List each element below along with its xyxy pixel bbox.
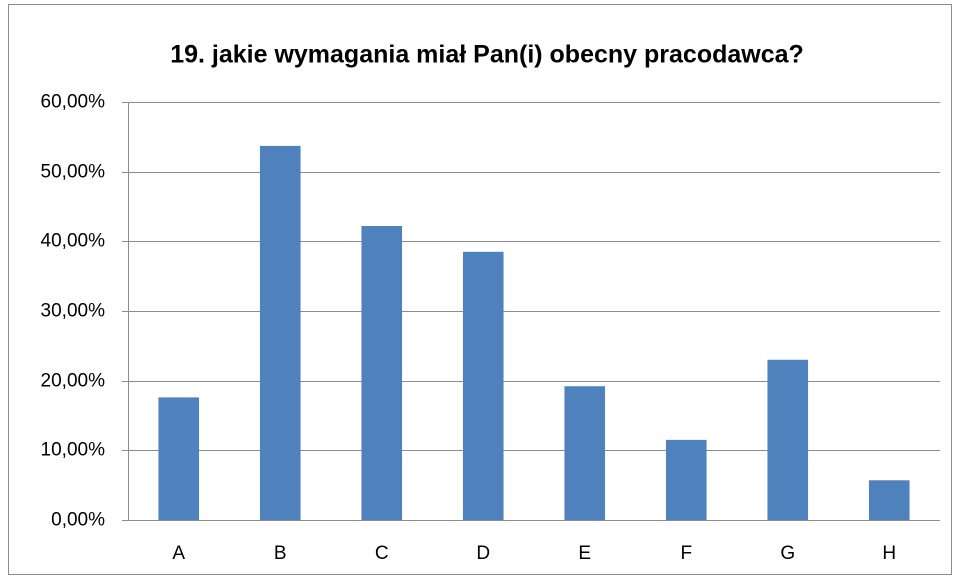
bar (158, 397, 200, 520)
x-tick-label: F (680, 543, 692, 564)
x-tick-label: C (375, 543, 389, 564)
y-tick-label: 10,00% (41, 440, 106, 461)
y-tick-label: 50,00% (41, 162, 106, 183)
x-tick-label: D (476, 543, 490, 564)
x-tick-label: B (274, 543, 287, 564)
bar (361, 226, 403, 521)
bar (564, 386, 606, 520)
bar (259, 145, 301, 520)
x-tick-label: E (578, 543, 591, 564)
bar (767, 359, 809, 520)
y-tick-label: 0,00% (51, 510, 105, 531)
y-tick-label: 60,00% (41, 92, 106, 113)
x-tick-label: G (780, 543, 795, 564)
x-tick-label: A (172, 543, 185, 564)
y-tick-label: 20,00% (41, 371, 106, 392)
x-tick-label: H (882, 543, 896, 564)
y-tick-label: 40,00% (41, 231, 106, 252)
bar (868, 480, 910, 520)
bar (462, 251, 504, 521)
bar (665, 439, 707, 520)
chart-title: 19. jakie wymagania miał Pan(i) obecny p… (170, 41, 804, 69)
y-tick-label: 30,00% (41, 301, 106, 322)
